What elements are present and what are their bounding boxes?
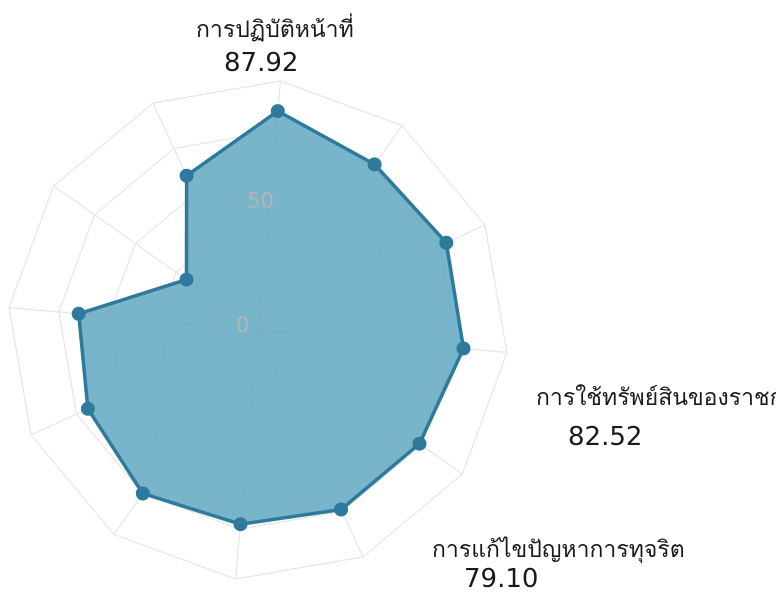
data-point-3 bbox=[439, 235, 454, 250]
axis-value-performance: 87.92 bbox=[224, 48, 299, 78]
radar-tick-labels: 0 50 bbox=[236, 189, 274, 338]
axis-label-anti-corruption: การแก้ไขปัญหาการทุจริต bbox=[432, 537, 685, 563]
axis-label-asset-use: การใช้ทรัพย์สินของราชก bbox=[536, 385, 776, 411]
radar-points bbox=[71, 104, 471, 532]
data-point-10 bbox=[71, 306, 86, 321]
data-point-5 bbox=[412, 436, 427, 451]
tick-label-50: 50 bbox=[247, 189, 274, 213]
data-point-11 bbox=[179, 272, 194, 287]
data-point-12 bbox=[179, 168, 194, 183]
data-point-2 bbox=[367, 157, 382, 172]
data-point-7 bbox=[233, 517, 248, 532]
axis-value-asset-use: 82.52 bbox=[568, 422, 643, 452]
data-point-8 bbox=[135, 486, 150, 501]
axis-label-performance: การปฏิบัติหน้าที่ bbox=[196, 17, 354, 43]
axis-value-anti-corruption: 79.10 bbox=[464, 564, 539, 594]
data-point-9 bbox=[80, 401, 95, 416]
data-point-6 bbox=[334, 502, 349, 517]
data-point-1 bbox=[270, 104, 285, 119]
radar-area bbox=[76, 109, 466, 526]
data-point-4 bbox=[456, 341, 471, 356]
tick-label-0: 0 bbox=[236, 313, 249, 337]
